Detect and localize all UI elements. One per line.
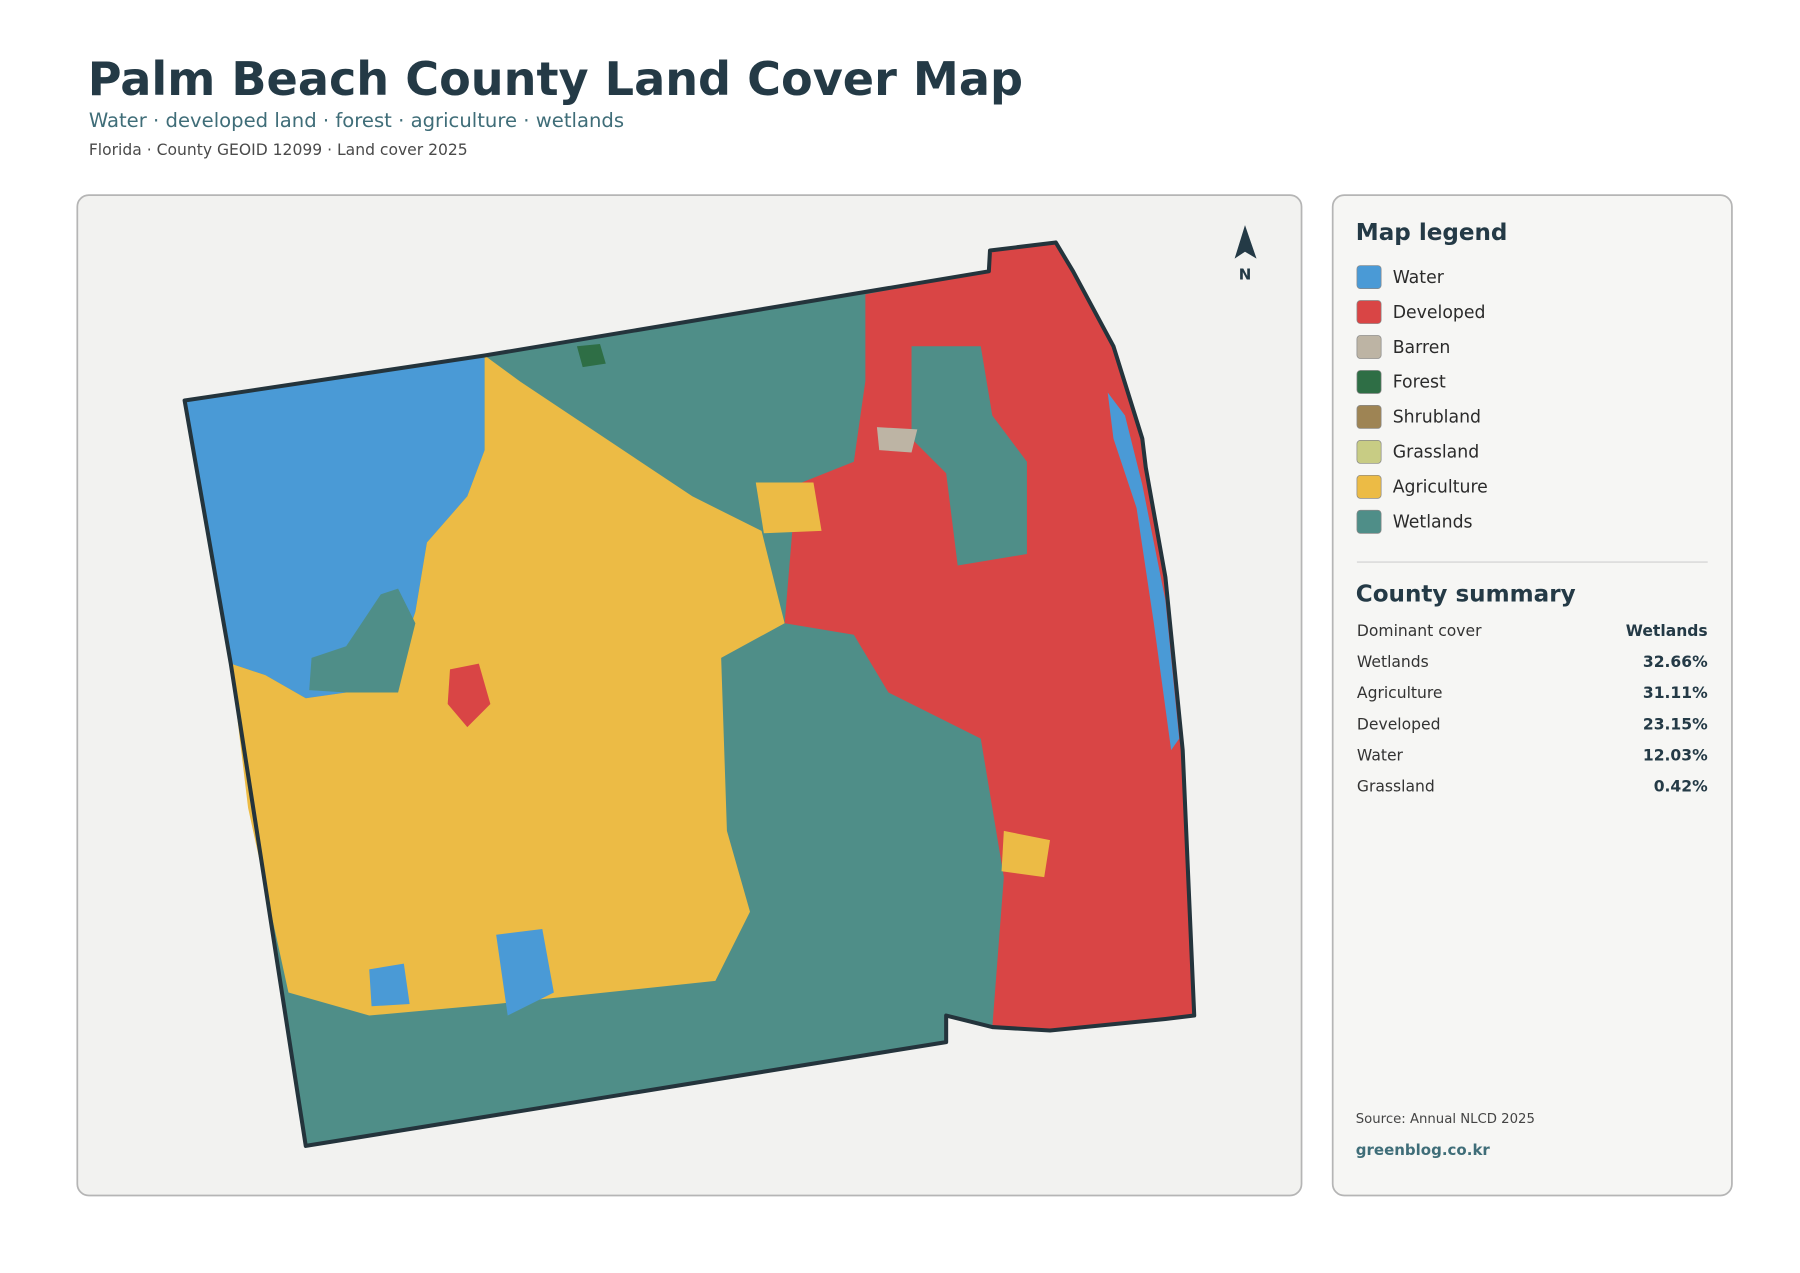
legend-swatch bbox=[1356, 405, 1382, 429]
legend: Water Developed Barren Forest Shrubland Grass… bbox=[1356, 265, 1488, 534]
summary-value: 32.66% bbox=[1643, 653, 1708, 671]
site: greenblog.co.kr bbox=[1356, 1141, 1491, 1159]
legend-swatch bbox=[1356, 335, 1382, 359]
summary-value: 0.42% bbox=[1654, 778, 1708, 796]
summary-value: 23.15% bbox=[1643, 715, 1708, 733]
water-area bbox=[369, 963, 410, 1007]
summary-value: 31.11% bbox=[1643, 684, 1708, 702]
barren-area bbox=[876, 427, 918, 453]
wetlands-area bbox=[911, 346, 1027, 566]
legend-swatch bbox=[1356, 439, 1382, 464]
title: Palm Beach County Land Cover Map bbox=[88, 52, 1023, 106]
legend-label: Barren bbox=[1393, 338, 1451, 358]
legend-label: Grassland bbox=[1393, 443, 1480, 463]
legend-swatch bbox=[1356, 370, 1382, 394]
water-area bbox=[496, 929, 554, 1016]
legend-label: Shrubland bbox=[1393, 408, 1481, 428]
water-area bbox=[1107, 392, 1180, 751]
north-label: N bbox=[1239, 265, 1252, 283]
legend-label: Forest bbox=[1393, 373, 1446, 393]
meta: Florida · County GEOID 12099 · Land cove… bbox=[89, 141, 468, 159]
county-boundary bbox=[182, 240, 1197, 1148]
developed-area bbox=[447, 663, 491, 728]
summary-value: Wetlands bbox=[1626, 622, 1708, 640]
summary-label: Water bbox=[1357, 747, 1404, 765]
summary-label: Grassland bbox=[1357, 778, 1435, 796]
wetlands-area bbox=[309, 588, 416, 693]
summary-value: 12.03% bbox=[1643, 747, 1708, 765]
source: Source: Annual NLCD 2025 bbox=[1356, 1112, 1535, 1127]
map bbox=[182, 240, 1197, 1148]
legend-title: Map legend bbox=[1356, 220, 1508, 246]
north-arrow bbox=[1234, 225, 1257, 259]
agriculture-area bbox=[1001, 830, 1050, 878]
legend-label: Water bbox=[1393, 268, 1445, 288]
summary-label: Developed bbox=[1357, 715, 1441, 733]
legend-swatch bbox=[1356, 474, 1382, 499]
agriculture-area bbox=[230, 355, 785, 1016]
legend-label: Developed bbox=[1393, 303, 1486, 323]
side-panel bbox=[1331, 194, 1733, 1197]
summary-label: Dominant cover bbox=[1357, 622, 1482, 640]
summary: Dominant cover Wetlands Wetlands 32.66% Agri… bbox=[1357, 622, 1708, 796]
legend-swatch bbox=[1356, 509, 1382, 534]
summary-label: Agriculture bbox=[1357, 684, 1443, 702]
summary-title: County summary bbox=[1356, 581, 1576, 607]
legend-swatch bbox=[1356, 300, 1382, 324]
legend-label: Wetlands bbox=[1393, 513, 1473, 533]
subtitle: Water · developed land · forest · agricu… bbox=[89, 109, 624, 132]
forest-area bbox=[576, 344, 606, 368]
legend-swatch bbox=[1356, 265, 1382, 289]
legend-label: Agriculture bbox=[1393, 478, 1488, 498]
agriculture-area bbox=[755, 482, 822, 534]
summary-label: Wetlands bbox=[1357, 653, 1429, 671]
